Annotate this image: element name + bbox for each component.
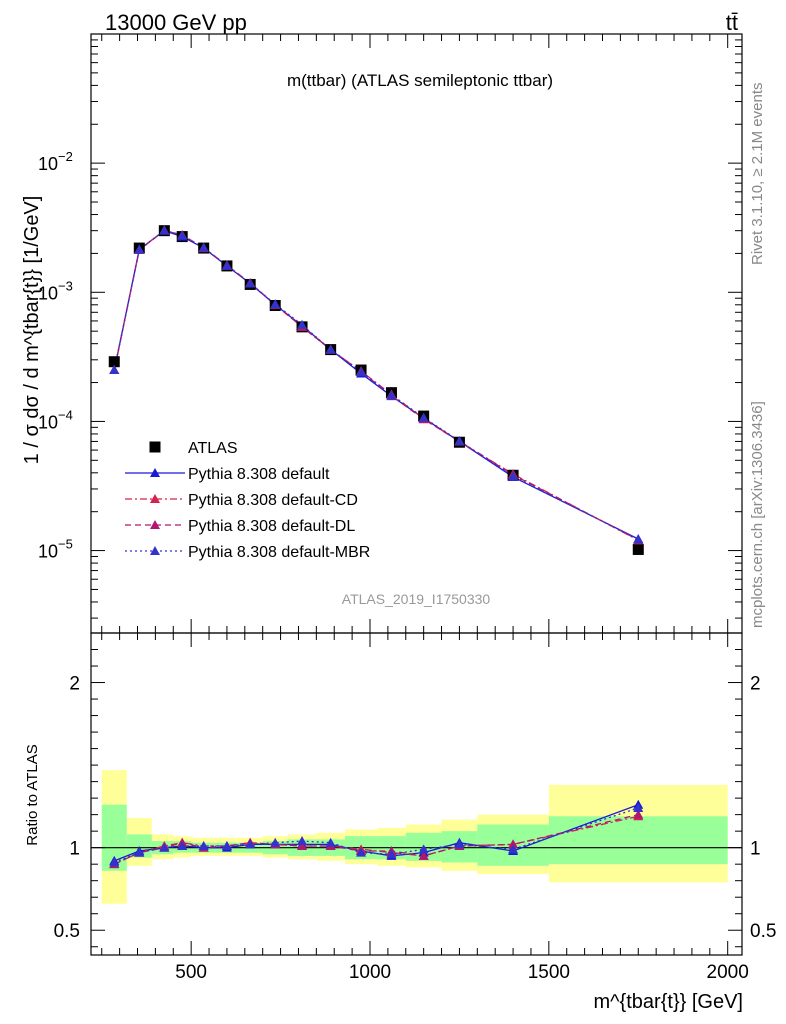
mc-point — [109, 365, 120, 375]
ratio-point — [177, 841, 188, 851]
ratio-y-tick-label-right: 2 — [750, 674, 761, 695]
mc-point — [386, 390, 397, 400]
ratio-y-tick-label-right: 1 — [750, 839, 761, 860]
ratio-y-tick-label-right: 0.5 — [750, 921, 776, 942]
chart-title: m(ttbar) (ATLAS semileptonic ttbar) — [287, 71, 553, 90]
ratio-point — [508, 839, 519, 849]
mc-point — [159, 225, 170, 235]
data-point — [632, 543, 644, 555]
ratio-point — [134, 847, 145, 857]
x-axis-label: m^{tbar{t}} [GeV] — [594, 991, 743, 1013]
ratio-point — [633, 803, 644, 813]
mc-point — [508, 471, 519, 481]
mc-point — [356, 366, 367, 376]
ratio-point — [245, 839, 256, 849]
ratio-point — [454, 839, 465, 849]
ratio-y-tick-label: 0.5 — [54, 921, 80, 942]
ratio-point — [356, 847, 367, 857]
energy-label: 13000 GeV pp — [105, 10, 247, 35]
x-tick-label: 500 — [175, 962, 207, 983]
legend-marker — [150, 494, 160, 503]
series-line-2 — [113, 229, 639, 541]
process-label: tt̄ — [726, 10, 738, 35]
x-tick-label: 1000 — [349, 962, 391, 983]
series-line-3 — [113, 229, 639, 541]
legend: ATLAS Pythia 8.308 default Pythia 8.308 de… — [125, 440, 370, 561]
mc-point — [325, 344, 336, 354]
rivet-version-label: Rivet 3.1.10, ≥ 2.1M events — [749, 83, 766, 266]
data-point — [108, 356, 120, 368]
ratio-point — [418, 844, 429, 854]
legend-label: Pythia 8.308 default-CD — [188, 492, 358, 509]
ratio-point — [386, 849, 397, 859]
ratio-point — [270, 837, 281, 847]
mc-point — [245, 278, 256, 288]
legend-label: Pythia 8.308 default — [188, 466, 330, 483]
ratio-series-line-3 — [114, 807, 639, 864]
mc-point — [454, 436, 465, 446]
ratio-point — [508, 844, 519, 854]
uncertainty-band-inner — [548, 816, 728, 865]
mc-point — [134, 244, 145, 254]
y-tick-label: 10−5 — [38, 537, 73, 562]
ratio-point — [109, 857, 120, 867]
ratio-panel: 0.5 0.5 1 1 2 2 500 1000 1500 2000 — [54, 632, 776, 983]
ratio-frame — [90, 632, 743, 956]
y-tick-label: 10−3 — [38, 278, 73, 303]
y-axis-label: 1 / σ dσ / d m^{tbar{t}} [1/GeV] — [21, 196, 43, 465]
y-tick-label: 10−4 — [38, 407, 73, 432]
mc-point — [221, 260, 232, 270]
y-tick-label: 10−2 — [38, 149, 73, 174]
mcplots-label: mcplots.cern.ch [arXiv:1306.3436] — [749, 401, 766, 628]
x-tick-label: 2000 — [707, 962, 749, 983]
main-panel: 10−5 10−4 10−3 10−2 — [38, 33, 743, 634]
ratio-y-tick-label: 1 — [69, 839, 80, 860]
ratio-point — [297, 841, 308, 851]
legend-marker — [150, 520, 160, 529]
ratio-y-tick-label: 2 — [69, 674, 80, 695]
mc-point — [177, 230, 188, 240]
ratio-point — [297, 836, 308, 846]
analysis-id-label: ATLAS_2019_I1750330 — [342, 591, 491, 607]
ratio-point — [633, 809, 644, 819]
legend-marker — [150, 468, 160, 477]
x-tick-label: 1500 — [528, 962, 570, 983]
ratio-point — [221, 841, 232, 851]
legend-label: Pythia 8.308 default-MBR — [188, 544, 370, 561]
series-line-4 — [113, 229, 639, 540]
mc-point — [297, 319, 308, 329]
ratio-point — [418, 850, 429, 860]
mc-point — [418, 412, 429, 422]
mc-point — [270, 299, 281, 309]
legend-marker — [149, 441, 161, 453]
ratio-point — [198, 841, 209, 851]
ratio-y-axis-label: Ratio to ATLAS — [24, 744, 41, 845]
legend-label: ATLAS — [188, 440, 238, 457]
ratio-point — [325, 837, 336, 847]
mc-point — [198, 242, 209, 252]
legend-label: Pythia 8.308 default-DL — [188, 518, 355, 535]
ratio-point — [159, 842, 170, 852]
mc-point — [633, 534, 644, 544]
legend-marker — [150, 546, 160, 555]
ratio-series-line-2 — [114, 813, 639, 865]
